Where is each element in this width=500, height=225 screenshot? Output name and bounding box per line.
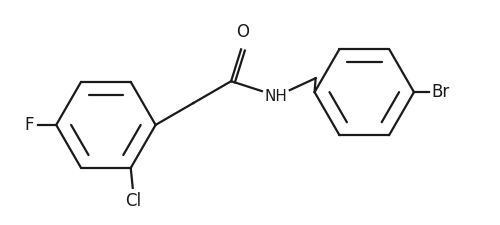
Text: O: O bbox=[236, 23, 250, 41]
Text: Br: Br bbox=[432, 83, 450, 101]
Text: NH: NH bbox=[264, 89, 287, 104]
Text: Cl: Cl bbox=[124, 192, 141, 210]
Text: F: F bbox=[25, 116, 34, 134]
